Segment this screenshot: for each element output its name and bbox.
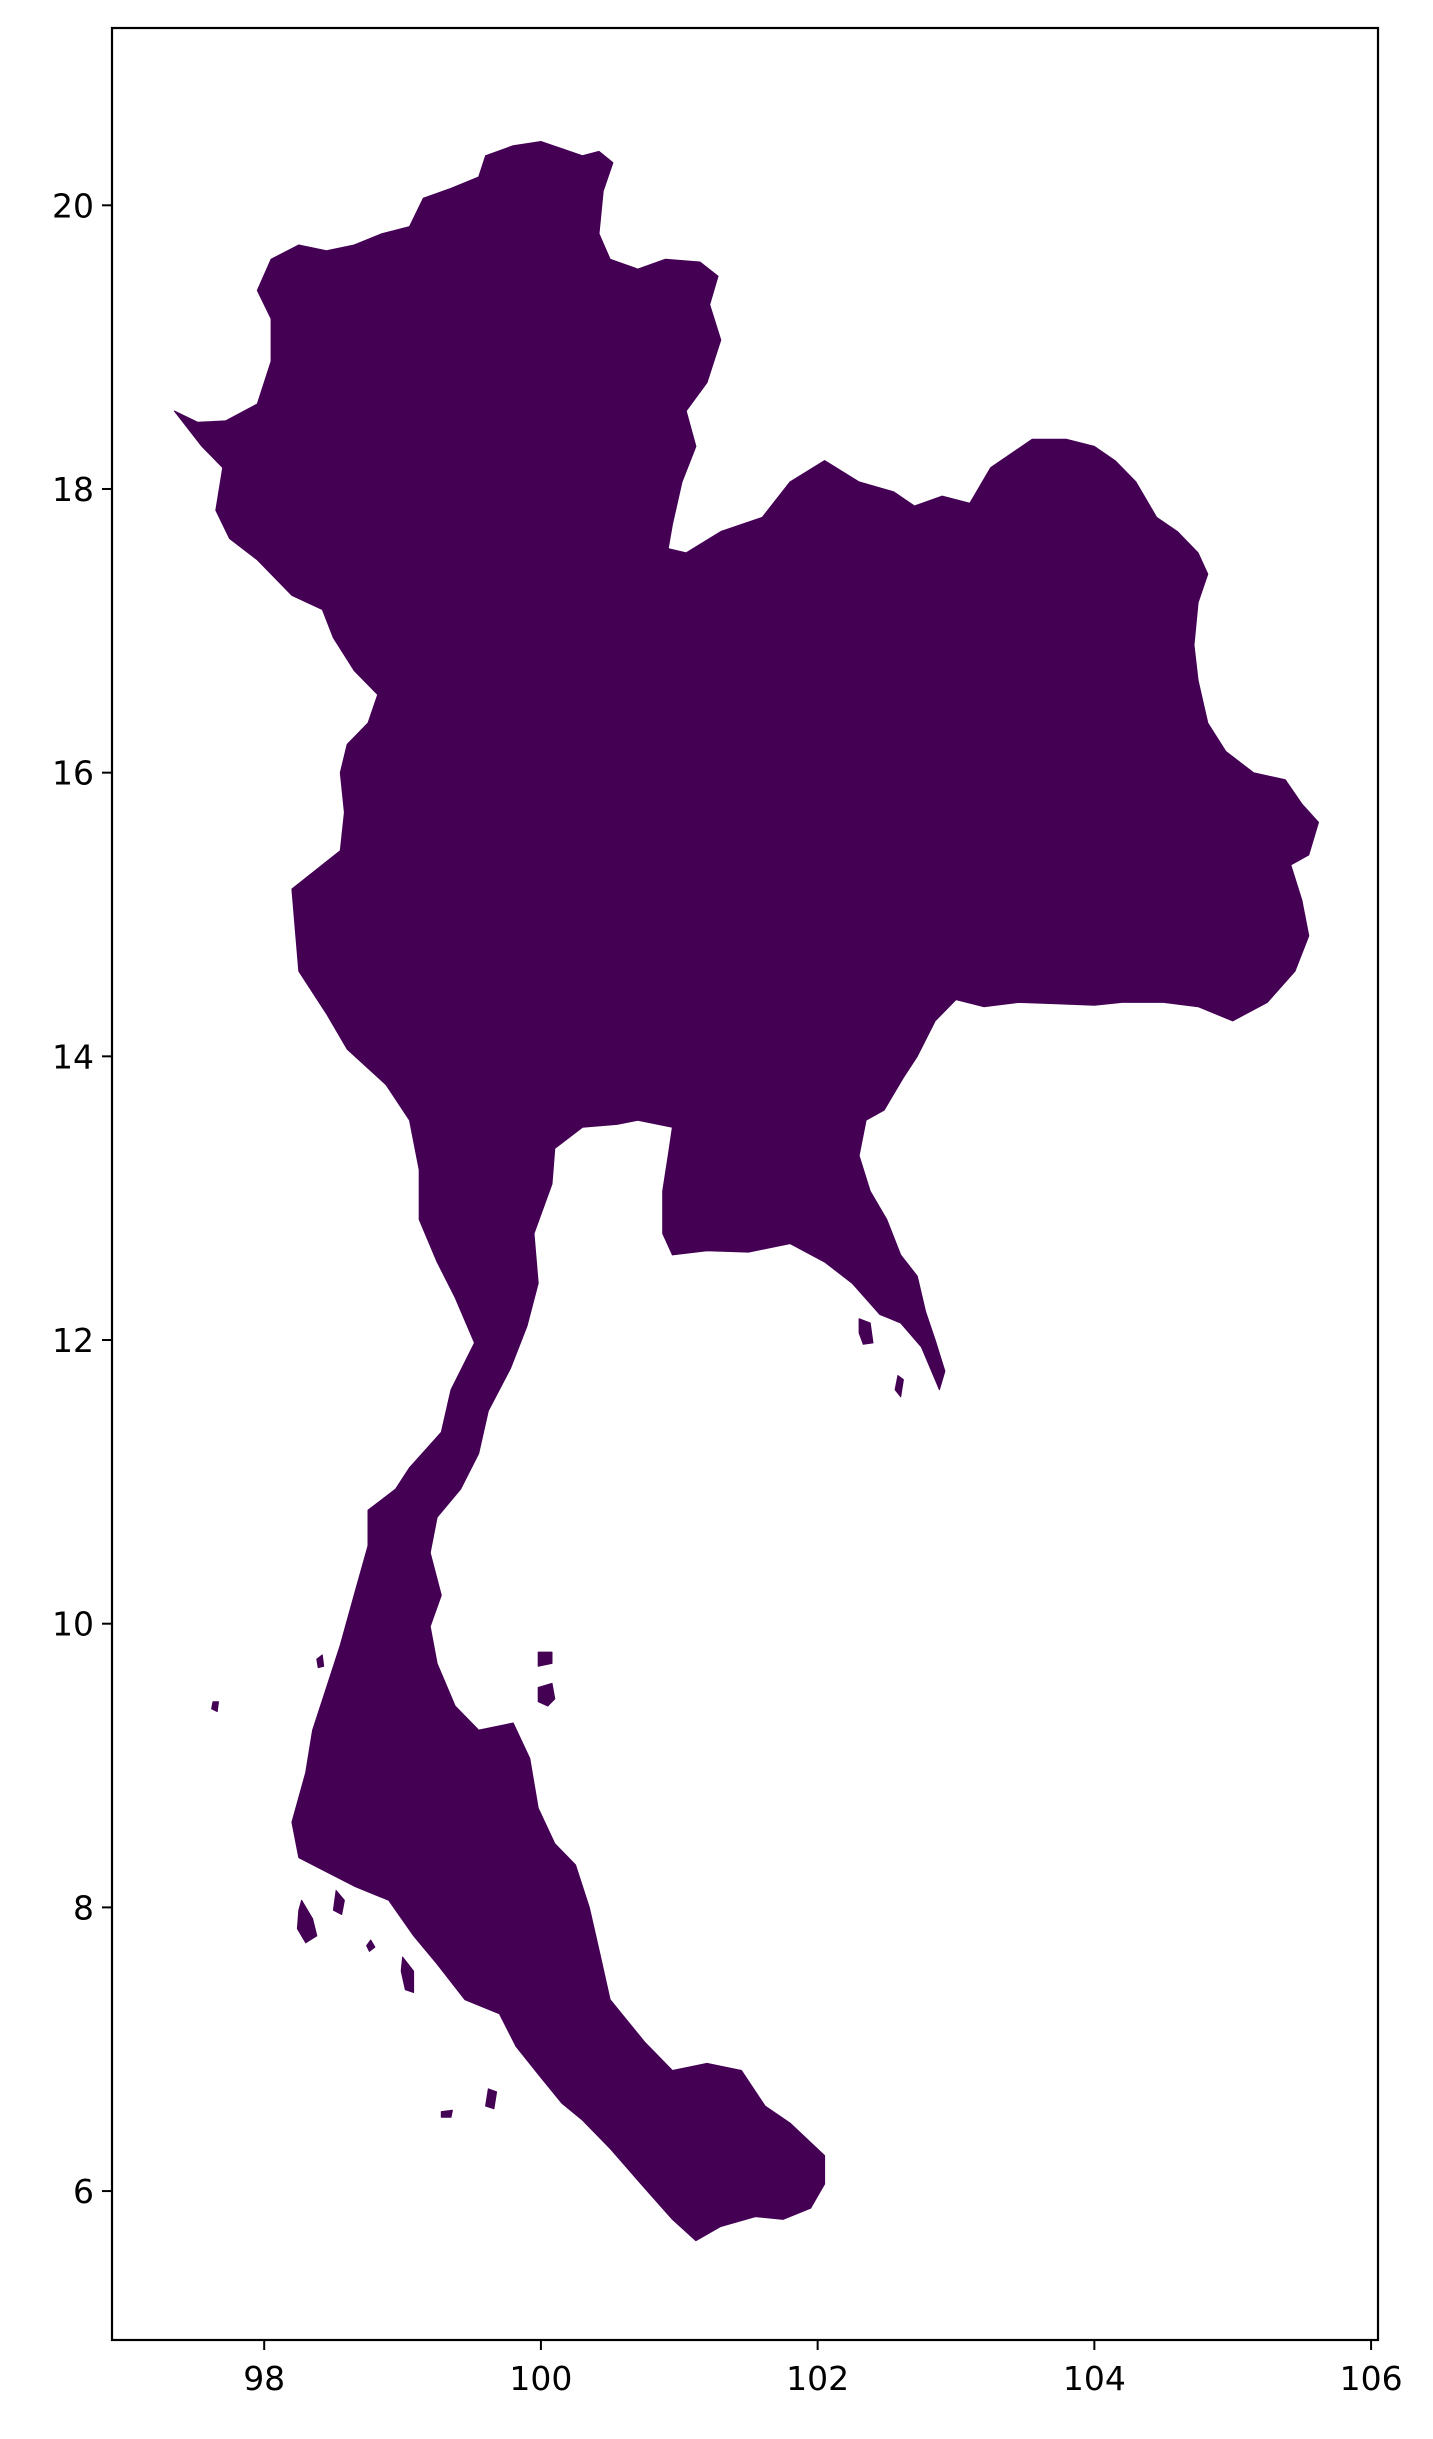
x-tick-label: 98 <box>243 2359 285 2398</box>
region-phi-phi <box>366 1939 376 1952</box>
region-yao-islands <box>332 1889 345 1915</box>
region-tarutao <box>485 2088 498 2110</box>
region-koh-samui <box>537 1682 556 1707</box>
map-regions <box>173 141 1319 2242</box>
y-tick-label: 18 <box>52 470 94 509</box>
y-tick-label: 12 <box>52 1321 94 1360</box>
y-tick-label: 6 <box>73 2172 94 2211</box>
region-phuket <box>296 1899 318 1944</box>
x-tick-label: 102 <box>786 2359 849 2398</box>
y-tick-label: 16 <box>52 754 94 793</box>
region-koh-kood <box>894 1375 904 1398</box>
y-tick-label: 8 <box>73 1888 94 1927</box>
x-axis: 98 100 102 104 106 <box>243 2340 1403 2398</box>
y-axis: 6 8 10 12 14 16 18 20 <box>52 186 112 2211</box>
region-koh-chang <box>858 1318 874 1345</box>
x-tick-label: 104 <box>1063 2359 1126 2398</box>
y-tick-label: 20 <box>52 186 94 225</box>
region-koh-phangan <box>537 1651 553 1667</box>
region-lanta <box>400 1956 415 1993</box>
plot-frame <box>110 26 1380 2342</box>
y-tick-label: 14 <box>52 1037 94 1076</box>
x-tick-label: 100 <box>509 2359 572 2398</box>
region-adang <box>440 2109 453 2118</box>
region-surin <box>316 1654 325 1669</box>
region-mainland <box>173 141 1319 2242</box>
region-similan <box>211 1701 219 1713</box>
y-tick-label: 10 <box>52 1605 94 1644</box>
x-tick-label: 106 <box>1340 2359 1403 2398</box>
